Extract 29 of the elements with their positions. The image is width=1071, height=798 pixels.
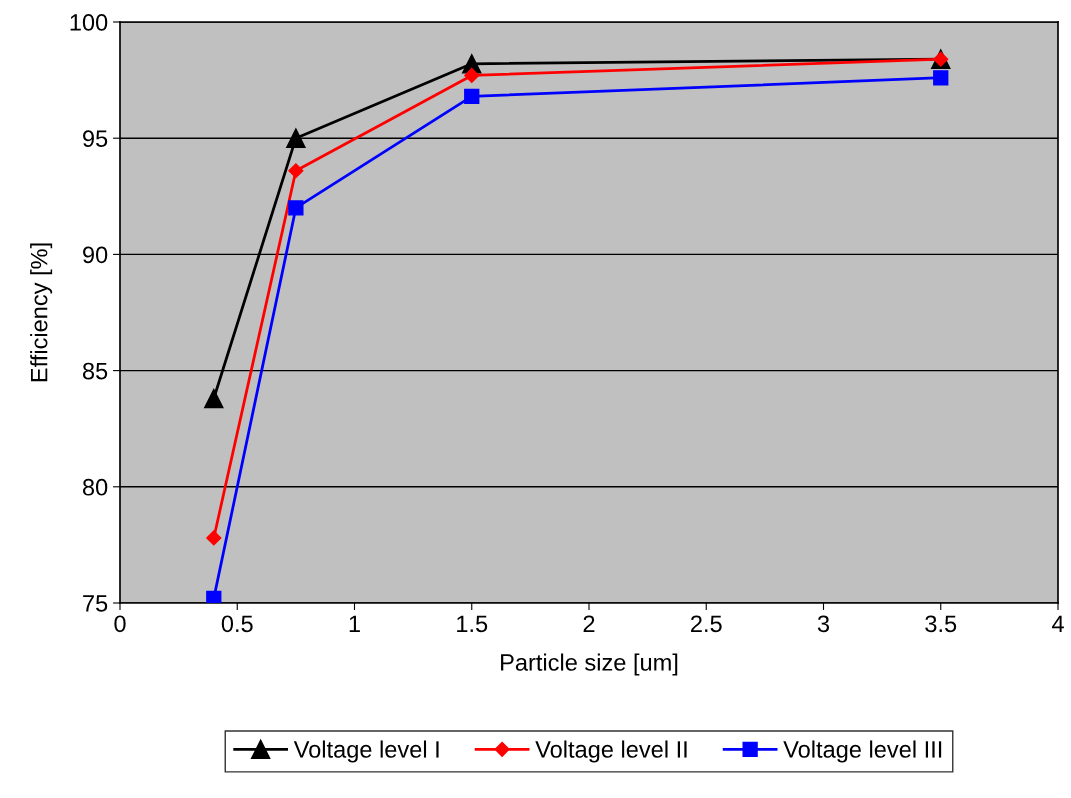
x-tick-label: 0.5 <box>221 615 253 633</box>
point <box>464 67 480 84</box>
legend-label: Voltage level II <box>535 740 687 763</box>
x-tick-label: 1.5 <box>457 615 488 633</box>
x-tick-label: 3 <box>817 615 830 633</box>
x-tick-label: 0 <box>114 615 126 633</box>
x-tick-label: 2 <box>583 615 595 632</box>
y-axis-title: Efficiency [%] <box>30 243 53 382</box>
point <box>288 200 304 216</box>
y-tick-label: 75 <box>83 595 108 612</box>
point <box>204 388 224 409</box>
point <box>288 163 304 179</box>
y-tick-label: 100 <box>70 14 108 31</box>
point <box>286 128 306 148</box>
y-tick-label: 90 <box>83 246 108 264</box>
x-axis-title: Particle size [um] <box>501 653 678 676</box>
point <box>464 88 480 105</box>
point <box>206 590 222 603</box>
legend-label: Voltage level I <box>293 740 439 763</box>
x-tick-label: 1 <box>349 615 360 632</box>
y-tick-label: 80 <box>82 478 108 496</box>
x-tick-label: 2.5 <box>691 615 722 633</box>
x-tick-label: 3.5 <box>925 615 957 633</box>
point <box>933 70 949 86</box>
y-tick-label: 85 <box>82 362 108 380</box>
legend-label: Voltage level III <box>783 740 942 763</box>
point <box>206 530 222 546</box>
y-tick-label: 95 <box>83 130 108 147</box>
x-tick-label: 4 <box>1051 615 1064 632</box>
